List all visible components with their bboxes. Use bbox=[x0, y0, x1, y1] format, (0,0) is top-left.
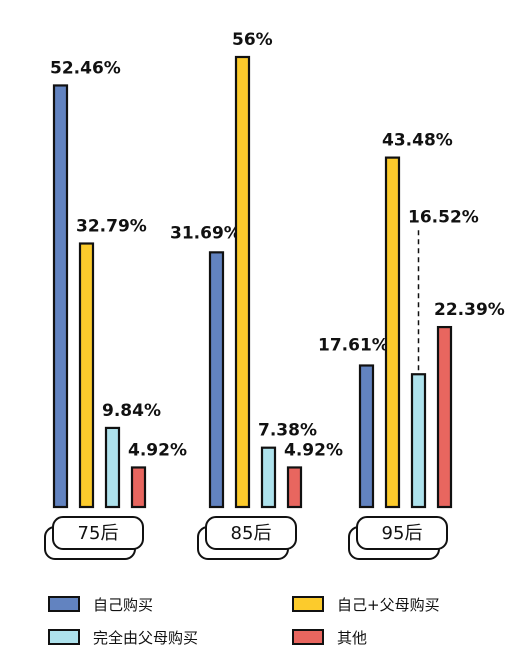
legend-swatch bbox=[48, 629, 80, 645]
bar-1-4 bbox=[130, 466, 147, 509]
bar-3-4 bbox=[436, 325, 453, 509]
bar-2-4 bbox=[286, 466, 303, 509]
bar-3-3 bbox=[410, 373, 427, 509]
bar-3-1 bbox=[358, 364, 375, 509]
value-label: 31.69% bbox=[170, 223, 241, 243]
group-label-1: 75后 bbox=[78, 523, 119, 544]
legend-swatch bbox=[292, 596, 324, 612]
value-label: 52.46% bbox=[50, 58, 121, 78]
value-label: 4.92% bbox=[128, 440, 187, 460]
bar-3-2 bbox=[384, 156, 401, 509]
value-label: 7.38% bbox=[258, 421, 317, 441]
value-label: 17.61% bbox=[318, 335, 389, 355]
value-label: 43.48% bbox=[382, 131, 453, 151]
bar-1-2 bbox=[78, 242, 95, 509]
legend-label: 其他 bbox=[337, 629, 367, 647]
legend-swatch bbox=[292, 629, 324, 645]
bar-1-1 bbox=[52, 84, 69, 509]
legend-label: 自己购买 bbox=[93, 596, 153, 614]
legend-label: 自己+父母购买 bbox=[337, 596, 440, 614]
group-label-card bbox=[52, 516, 144, 550]
legend-label: 完全由父母购买 bbox=[93, 629, 198, 647]
group-label-3: 95后 bbox=[382, 523, 423, 544]
value-label: 16.52% bbox=[408, 207, 479, 227]
value-label: 32.79% bbox=[76, 217, 147, 237]
bar-2-2 bbox=[234, 55, 251, 509]
bar-1-3 bbox=[104, 426, 121, 509]
group-label-card bbox=[356, 516, 448, 550]
bar-2-1 bbox=[208, 251, 225, 509]
bar-2-3 bbox=[260, 446, 277, 509]
value-label: 56% bbox=[232, 30, 273, 50]
group-label-card bbox=[205, 516, 297, 550]
value-label: 22.39% bbox=[434, 300, 505, 320]
legend-swatch bbox=[48, 596, 80, 612]
value-label: 4.92% bbox=[284, 440, 343, 460]
group-label-2: 85后 bbox=[231, 523, 272, 544]
value-label: 9.84% bbox=[102, 401, 161, 421]
